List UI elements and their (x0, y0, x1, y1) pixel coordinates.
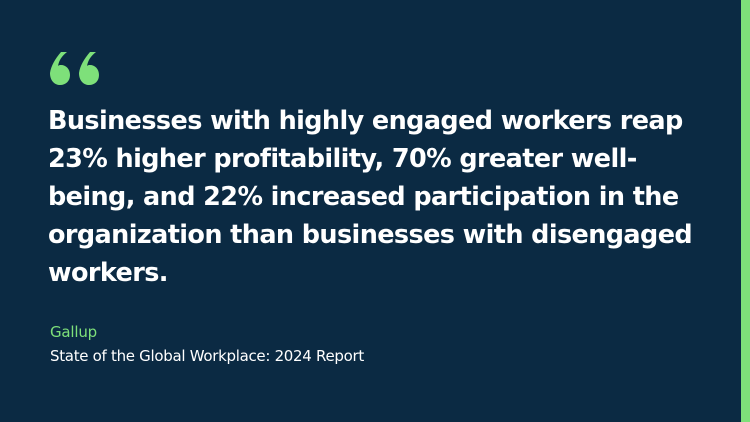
accent-strip (741, 0, 750, 422)
quotation-mark-icon (50, 52, 99, 85)
quote-text: Businesses with highly engaged workers r… (48, 106, 693, 288)
quote-mark-left (50, 52, 70, 85)
source-name: Gallup (50, 323, 97, 341)
source-title: State of the Global Workplace: 2024 Repo… (50, 347, 364, 365)
quote-mark-right (79, 52, 99, 85)
